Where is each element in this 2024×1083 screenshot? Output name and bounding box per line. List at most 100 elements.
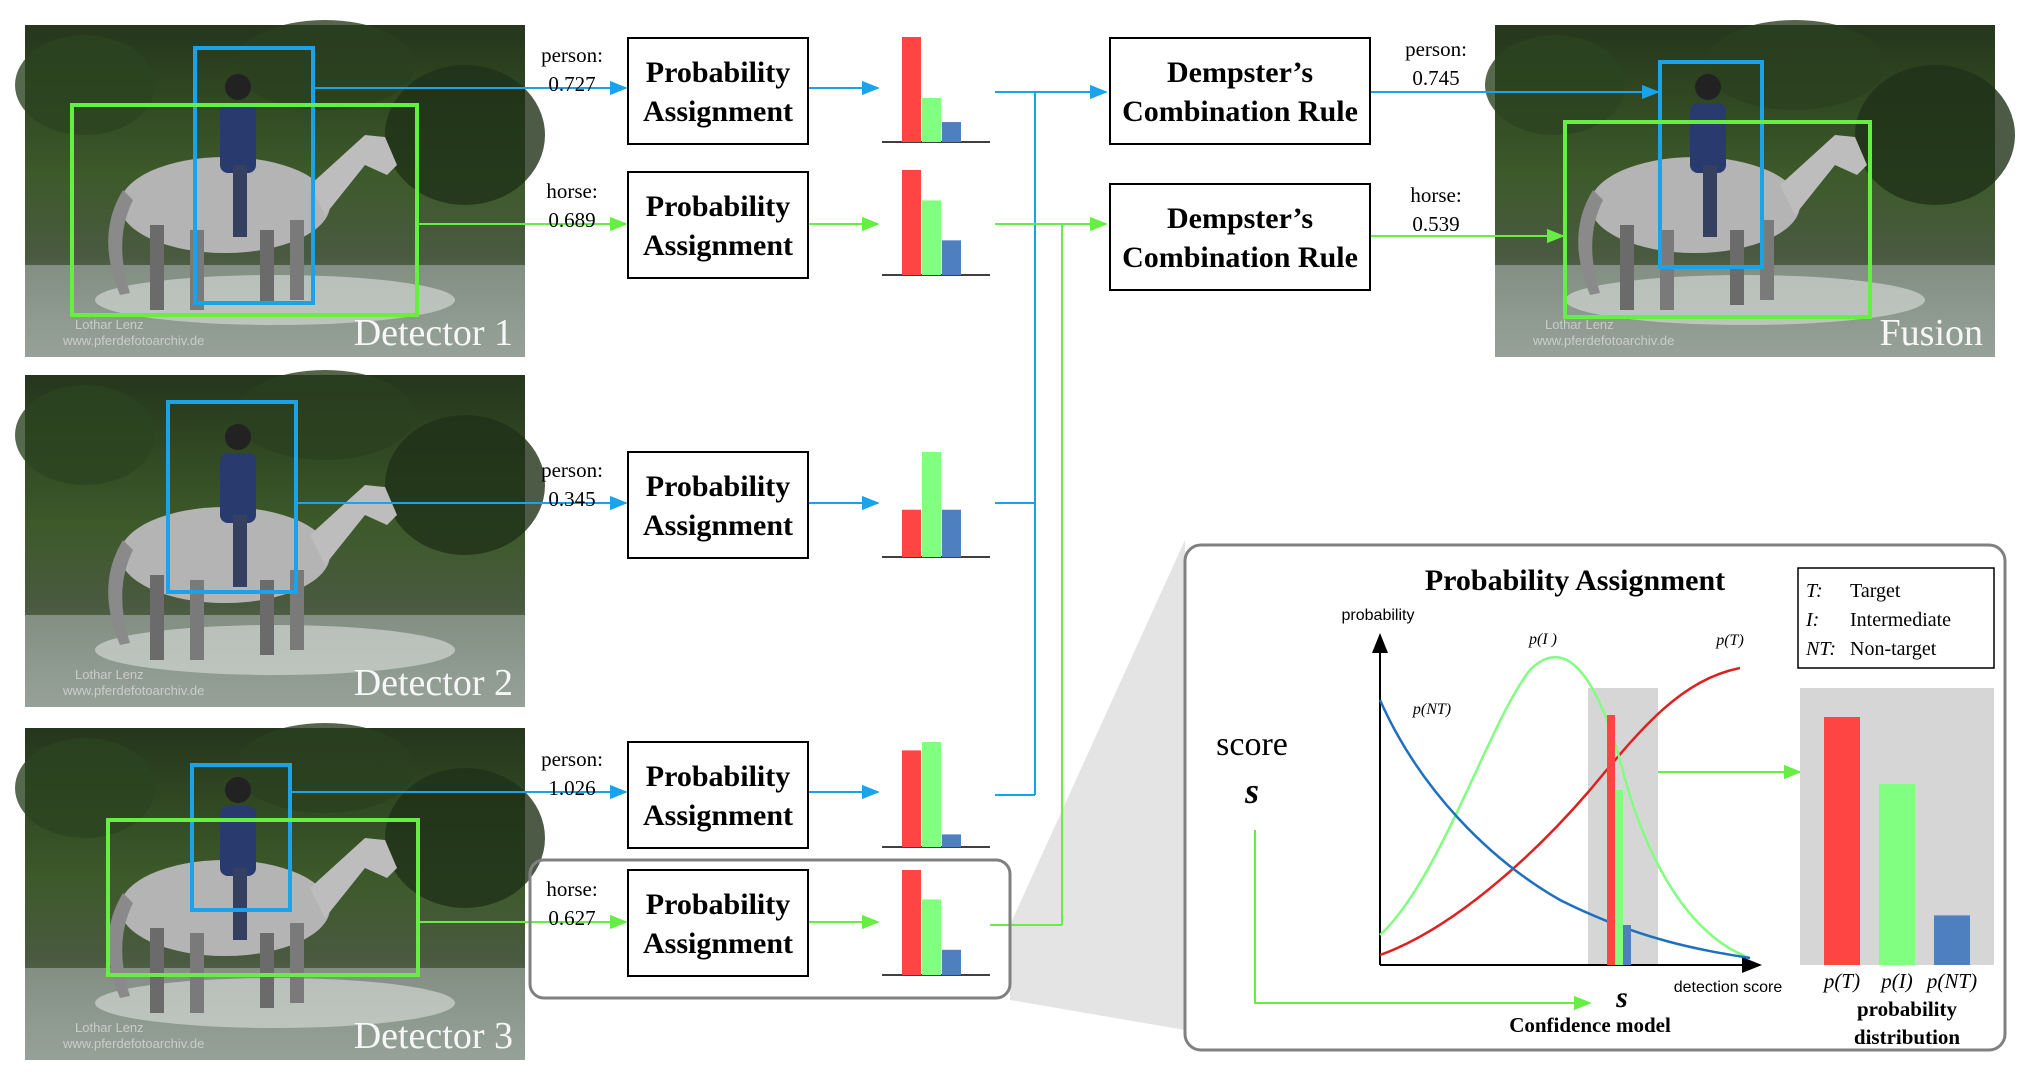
distribution-caption-2: distribution <box>1854 1025 1961 1049</box>
watermark-name: Lothar Lenz <box>75 317 144 332</box>
watermark-name: Lothar Lenz <box>75 1020 144 1035</box>
legend-box <box>1797 567 1995 669</box>
legend-key: NT: <box>1805 638 1836 660</box>
person-bbox <box>190 763 292 912</box>
target-curve-label: p(T) <box>1715 632 1744 649</box>
detection-score-label: 0.345 <box>548 487 595 511</box>
nontarget-bar <box>942 509 961 557</box>
watermark-url: www.pferdefotoarchiv.de <box>62 683 204 698</box>
probability-assignment-box <box>627 741 809 849</box>
legend-key: T: <box>1806 580 1823 602</box>
nontarget-bar <box>942 949 961 975</box>
probability-assignment-box <box>627 171 809 279</box>
score-input-arrow <box>1254 830 1592 1011</box>
dist-tick-label: p(T) <box>1822 969 1860 993</box>
score-symbol: s <box>1244 771 1259 811</box>
score-word: score <box>1216 726 1288 763</box>
dempster-label-1: Dempster’s <box>1167 202 1313 235</box>
dist-intermediate-bar <box>1879 783 1915 965</box>
legend-text: Intermediate <box>1850 609 1951 631</box>
image-caption: Detector 2 <box>354 662 513 704</box>
detection-class-label: horse: <box>546 877 597 901</box>
detection-class-label: person: <box>541 43 603 67</box>
detection-score-label: 1.026 <box>548 776 595 800</box>
horse-rider-photo <box>15 723 545 1060</box>
probability-assignment-box <box>627 869 809 977</box>
nontarget-curve <box>1378 699 1751 960</box>
intermediate-bar <box>922 742 941 847</box>
probability-assignment-box <box>627 451 809 559</box>
zoom-wedge <box>1010 540 1185 1030</box>
image-caption: Detector 1 <box>354 312 513 354</box>
probability-assignment-label-1: Probability <box>646 760 790 793</box>
probability-assignment-box <box>627 37 809 145</box>
dempster-label-2: Combination Rule <box>1122 95 1358 128</box>
image-caption: Detector 3 <box>354 1015 513 1057</box>
dist-nontarget-bar <box>1934 915 1970 965</box>
probability-assignment-label-1: Probability <box>646 888 790 921</box>
probability-assignment-label-1: Probability <box>646 56 790 89</box>
intermediate-curve-label: p(I ) <box>1528 631 1557 648</box>
horse-bbox <box>1563 120 1872 319</box>
probability-assignment-label-2: Assignment <box>643 229 793 262</box>
detection-score-label: 0.727 <box>548 72 595 96</box>
watermark-url: www.pferdefotoarchiv.de <box>1532 333 1674 348</box>
horse-rider-photo <box>15 370 545 707</box>
fused-score-label: 0.539 <box>1412 212 1459 236</box>
sample-nontarget-bar <box>1623 925 1631 965</box>
nontarget-curve-label: p(NT) <box>1412 701 1451 718</box>
dist-tick-label: p(I) <box>1879 969 1912 993</box>
watermark-name: Lothar Lenz <box>75 667 144 682</box>
sample-target-bar <box>1607 715 1615 965</box>
probability-assignment-label-2: Assignment <box>643 799 793 832</box>
horse-bbox <box>106 818 420 977</box>
y-axis-label: probability <box>1342 607 1415 624</box>
detector-3-image: Detector 3 Lothar Lenzwww.pferdefotoarchi… <box>15 723 545 1060</box>
watermark-url: www.pferdefotoarchiv.de <box>62 333 204 348</box>
probability-assignment-label-2: Assignment <box>643 95 793 128</box>
dist-target-bar <box>1824 717 1860 965</box>
detection-score-label: 0.627 <box>548 906 595 930</box>
sample-intermediate-bar <box>1615 790 1623 965</box>
intermediate-bar <box>922 97 941 142</box>
fused-class-label: person: <box>1405 37 1467 61</box>
probability-assignment-label-1: Probability <box>646 190 790 223</box>
confidence-model-caption: Confidence model <box>1509 1013 1671 1037</box>
target-curve <box>1379 666 1741 957</box>
target-bar <box>902 870 921 975</box>
fused-class-label: horse: <box>1410 183 1461 207</box>
dempster-combination-box <box>1109 183 1371 291</box>
dist-tick-label: p(NT) <box>1925 969 1977 993</box>
highlight-frame <box>528 858 1012 1000</box>
dempster-label-2: Combination Rule <box>1122 241 1358 274</box>
dempster-label-1: Dempster’s <box>1167 56 1313 89</box>
target-bar <box>902 509 921 557</box>
distribution-caption-1: probability <box>1857 997 1957 1021</box>
probability-assignment-label-1: Probability <box>646 470 790 503</box>
target-bar <box>902 170 921 275</box>
probability-assignment-label-2: Assignment <box>643 509 793 542</box>
detection-class-label: person: <box>541 458 603 482</box>
detection-class-label: horse: <box>546 179 597 203</box>
detail-title: Probability Assignment <box>1425 564 1725 597</box>
image-caption: Fusion <box>1880 312 1983 354</box>
fused-score-label: 0.745 <box>1412 66 1459 90</box>
legend-text: Target <box>1850 580 1901 602</box>
person-bbox <box>166 400 298 594</box>
intermediate-bar <box>922 452 941 557</box>
x-symbol: s <box>1615 981 1628 1014</box>
horse-rider-photo <box>15 20 545 357</box>
detection-score-label: 0.689 <box>548 208 595 232</box>
detector-2-image: Detector 2 Lothar Lenzwww.pferdefotoarchi… <box>15 370 545 707</box>
target-bar <box>902 37 921 142</box>
x-axis-label: detection score <box>1674 979 1783 996</box>
nontarget-bar <box>942 122 961 142</box>
nontarget-bar <box>942 834 961 847</box>
probability-assignment-label-2: Assignment <box>643 927 793 960</box>
horse-bbox <box>70 103 419 317</box>
intermediate-bar <box>922 200 941 275</box>
legend-text: Non-target <box>1850 638 1937 660</box>
watermark-name: Lothar Lenz <box>1545 317 1614 332</box>
